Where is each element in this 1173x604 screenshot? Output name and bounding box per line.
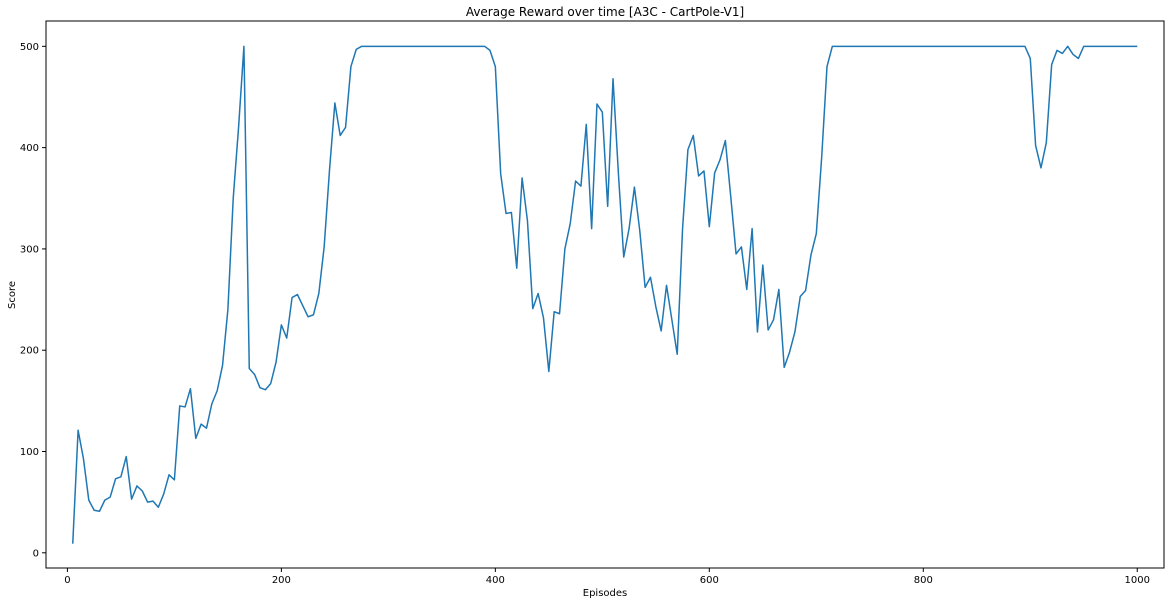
y-axis: 0 100 200 300 400 500 (20, 42, 46, 559)
y-tick-label: 0 (33, 548, 39, 559)
x-tick-label: 0 (64, 575, 70, 586)
x-axis: 0 200 400 600 800 1000 (64, 568, 1150, 586)
series-layer (72, 45, 1138, 544)
x-axis-label: Episodes (583, 588, 627, 599)
x-tick-label: 800 (914, 575, 933, 586)
x-tick-label: 1000 (1125, 575, 1150, 586)
y-tick-label: 200 (20, 346, 39, 357)
x-tick-label: 600 (700, 575, 719, 586)
y-tick-label: 400 (20, 143, 39, 154)
plot-area (45, 20, 1165, 569)
y-tick-label: 300 (20, 244, 39, 255)
y-axis-label: Score (7, 281, 18, 309)
y-tick-label: 500 (20, 42, 39, 53)
chart-title: Average Reward over time [A3C - CartPole… (466, 5, 744, 19)
series-line (72, 45, 1138, 544)
x-tick-label: 200 (272, 575, 291, 586)
y-tick-label: 100 (20, 447, 39, 458)
x-tick-label: 400 (486, 575, 505, 586)
